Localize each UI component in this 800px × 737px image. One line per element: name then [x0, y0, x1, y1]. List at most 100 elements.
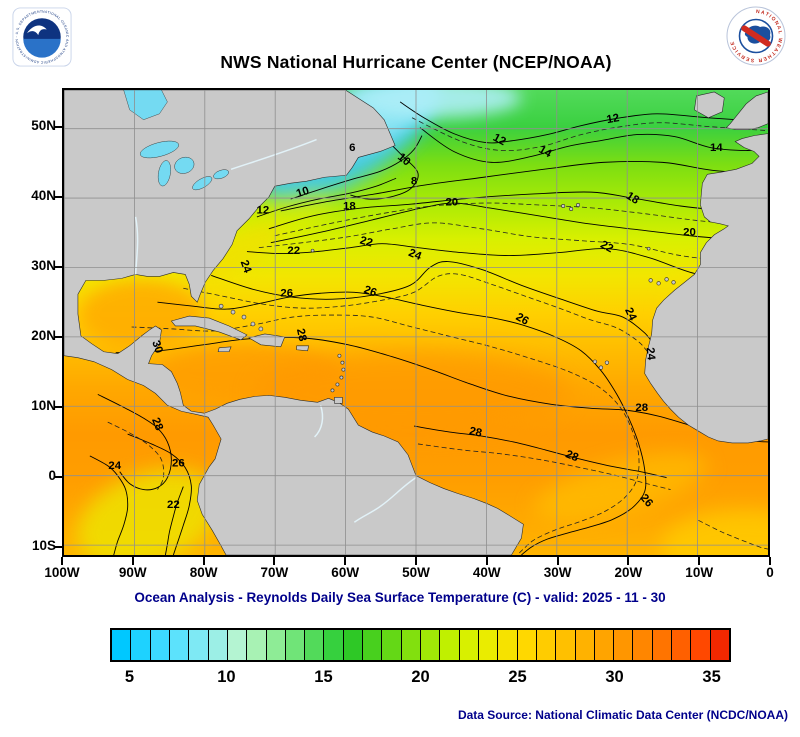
lat-tick-label: 20N — [31, 328, 56, 343]
lon-tick-mark — [769, 557, 771, 565]
colorbar-tick-label: 25 — [508, 668, 527, 686]
colorbar-cell — [421, 630, 441, 660]
contour-line-8 — [350, 137, 419, 200]
lake-superior — [139, 140, 179, 159]
contour-line-18 — [268, 191, 768, 230]
nws-red-swoosh — [741, 25, 771, 47]
lon-tick-label: 40W — [472, 565, 501, 580]
grid-lines — [64, 90, 768, 555]
contour-line-21 — [258, 222, 768, 261]
contour-label: 26 — [172, 457, 185, 469]
contour-line-26 — [127, 433, 192, 555]
lon-tick-label: 0 — [766, 565, 774, 580]
lat-tick-label: 50N — [31, 118, 56, 133]
contour-label: 14 — [537, 144, 555, 161]
puerto-rico — [296, 345, 309, 352]
contour-line-12 — [256, 177, 397, 218]
lon-tick-mark — [344, 557, 347, 565]
lon-tick-label: 70W — [260, 565, 289, 580]
land-masses — [64, 90, 768, 555]
lon-tick-mark — [273, 557, 276, 565]
contour-label: 10 — [295, 185, 311, 200]
colorbar-cell — [536, 630, 557, 660]
page-title: NWS National Hurricane Center (NCEP/NOAA… — [220, 52, 612, 72]
contour-label: 28 — [149, 416, 165, 432]
sst-map-panel: 12 12 14 14 6 10 8 10 12 18 20 18 20 22 22 22 24 24 26 26 26… — [62, 88, 770, 557]
contour-line-28 — [413, 425, 667, 479]
lon-tick-mark — [627, 557, 630, 565]
colorbar-cell — [710, 630, 729, 660]
contour-label: 30 — [149, 339, 164, 355]
contour-label: 6 — [349, 142, 355, 154]
colorbar-cell — [633, 630, 653, 660]
lon-tick-mark — [415, 557, 417, 565]
colorbar-cell — [324, 630, 344, 660]
contour-label: 14 — [710, 142, 723, 154]
lon-tick-label: 100W — [44, 565, 80, 580]
contour-label: 28 — [468, 425, 483, 439]
lat-tick-mark — [54, 546, 62, 548]
colorbar-cell — [247, 630, 267, 660]
colorbar-tick-label: 15 — [314, 668, 333, 686]
land-north-and-central-south-america — [64, 90, 524, 555]
ireland — [694, 91, 725, 119]
madeira — [646, 246, 651, 251]
contour-line-24 — [89, 455, 129, 555]
lon-tick-mark — [556, 557, 559, 565]
cape-verde-islands — [592, 359, 610, 370]
colorbar-cell — [440, 630, 460, 660]
colorbar-cell — [382, 630, 402, 660]
contour-line-22 — [246, 243, 768, 281]
contour-label: 22 — [358, 235, 374, 250]
colorbar-cell — [285, 630, 306, 660]
colorbar-cell — [575, 630, 595, 660]
colorbar-cell — [189, 630, 209, 660]
lat-tick-mark — [54, 196, 62, 198]
colorbar-cell — [131, 630, 151, 660]
contour-label: 20 — [445, 197, 458, 209]
lake-ontario — [213, 169, 229, 180]
contour-line-28 — [97, 393, 172, 491]
lat-tick-mark — [54, 336, 62, 338]
europe-and-africa — [644, 133, 768, 444]
colorbar-cell — [672, 630, 692, 660]
cuba — [170, 315, 248, 341]
contour-label: 22 — [287, 245, 300, 257]
colorbar-cell — [343, 630, 364, 660]
colorbar — [110, 628, 731, 662]
united-kingdom — [725, 91, 768, 130]
data-source-note: Data Source: National Climatic Data Cent… — [457, 708, 788, 722]
contour-line-20 — [270, 202, 768, 244]
st-lawrence-river — [230, 138, 317, 171]
colorbar-cell — [556, 630, 576, 660]
contour-line-24 — [698, 519, 768, 550]
noaa-gull-icon — [27, 25, 47, 36]
lake-michigan — [157, 160, 171, 187]
contour-line-10 — [290, 135, 423, 200]
contour-label: 28 — [564, 448, 580, 464]
contour-label: 28 — [635, 402, 648, 414]
contour-line-26 — [157, 291, 647, 555]
contour-label: 26 — [280, 288, 293, 300]
colorbar-tick-label: 35 — [702, 668, 721, 686]
colorbar-cell — [691, 630, 711, 660]
colorbar-cell — [478, 630, 499, 660]
bermuda — [310, 248, 315, 253]
lon-tick-label: 80W — [189, 565, 218, 580]
contour-line-27 — [107, 421, 165, 490]
lat-tick-label: 30N — [31, 258, 56, 273]
lon-tick-mark — [485, 557, 488, 565]
contour-line-13 — [411, 117, 768, 152]
colorbar-cell — [614, 630, 634, 660]
lon-tick-mark — [131, 557, 134, 565]
contour-line-27 — [131, 314, 640, 555]
contour-label: 22 — [598, 239, 615, 256]
colorbar-cell — [652, 630, 673, 660]
contour-label: 12 — [606, 112, 621, 126]
colorbar-tick-label: 10 — [217, 668, 236, 686]
lat-tick-label: 10N — [31, 398, 56, 413]
contour-line-12 — [399, 101, 768, 144]
